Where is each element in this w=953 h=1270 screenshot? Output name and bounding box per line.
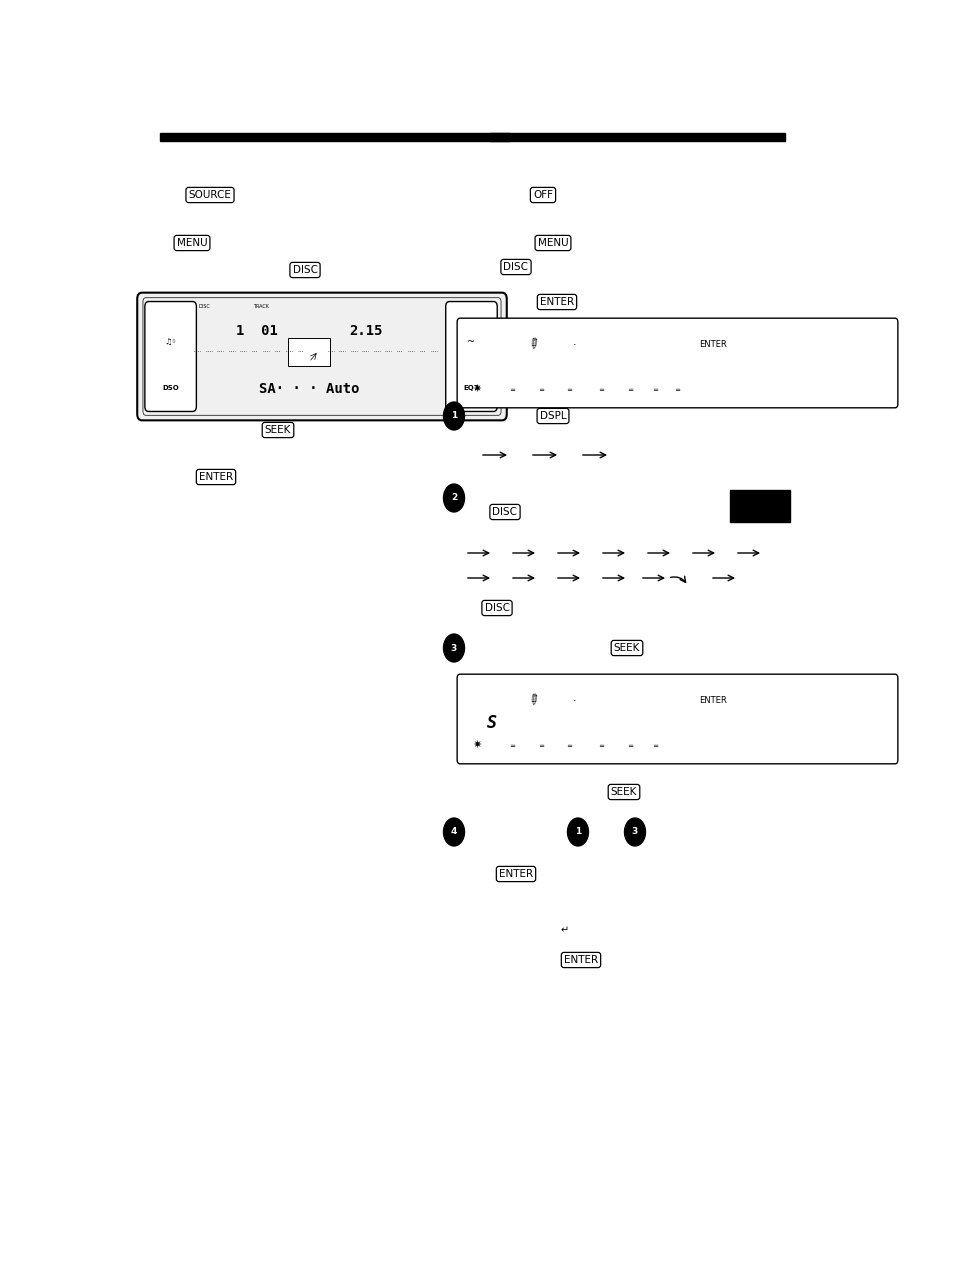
Text: OFF: OFF	[533, 190, 553, 199]
Text: MENU: MENU	[537, 237, 568, 248]
Bar	[729, 490, 789, 522]
Circle shape	[443, 818, 464, 846]
Text: 2: 2	[451, 494, 456, 503]
Text: ═: ═	[567, 386, 571, 392]
Text: SOURCE: SOURCE	[189, 190, 232, 199]
Text: ═: ═	[567, 742, 571, 748]
Text: ↵: ↵	[560, 925, 569, 935]
Text: ENTER: ENTER	[498, 869, 533, 879]
FancyBboxPatch shape	[137, 292, 506, 420]
Text: ·: ·	[572, 696, 576, 706]
Text: 1: 1	[575, 828, 580, 837]
Text: ═: ═	[598, 386, 602, 392]
Text: DISC: DISC	[198, 304, 210, 309]
Text: ═: ═	[653, 386, 657, 392]
Text: ═: ═	[627, 742, 631, 748]
Text: ✎: ✎	[522, 692, 540, 710]
Text: DSPL: DSPL	[539, 411, 566, 420]
Text: S: S	[486, 714, 496, 732]
FancyBboxPatch shape	[145, 301, 196, 411]
Text: 3: 3	[631, 828, 638, 837]
Text: ═: ═	[510, 386, 514, 392]
Text: EQ7: EQ7	[463, 385, 478, 391]
Text: 3: 3	[451, 644, 456, 653]
FancyBboxPatch shape	[445, 301, 497, 411]
Text: DSO: DSO	[162, 385, 179, 391]
Text: SA· · · Auto: SA· · · Auto	[258, 382, 359, 396]
Text: ═: ═	[538, 742, 542, 748]
Text: DISC: DISC	[503, 262, 528, 272]
Text: ✷: ✷	[472, 385, 481, 394]
Text: DISC: DISC	[293, 265, 317, 276]
Circle shape	[443, 634, 464, 662]
Text: ═: ═	[675, 386, 679, 392]
Bar	[490, 133, 784, 141]
Text: ENTER: ENTER	[699, 340, 726, 349]
Text: ✎: ✎	[522, 337, 540, 354]
Text: ~: ~	[467, 337, 475, 347]
Text: ═: ═	[653, 742, 657, 748]
Bar	[288, 338, 330, 366]
Text: ENTER: ENTER	[539, 297, 574, 307]
Text: ═: ═	[510, 742, 514, 748]
Text: DISC: DISC	[484, 603, 509, 613]
FancyBboxPatch shape	[456, 674, 897, 763]
Text: ═: ═	[627, 386, 631, 392]
Text: ♫◦: ♫◦	[164, 337, 176, 345]
Circle shape	[567, 818, 588, 846]
Text: TRACK: TRACK	[253, 304, 269, 309]
Text: SEEK: SEEK	[610, 787, 637, 798]
Text: MENU: MENU	[176, 237, 207, 248]
Text: 1: 1	[451, 411, 456, 420]
Text: DISC: DISC	[492, 507, 517, 517]
Text: ═: ═	[538, 386, 542, 392]
Text: 1  01: 1 01	[235, 324, 277, 338]
Circle shape	[443, 484, 464, 512]
Text: 2.15: 2.15	[349, 324, 382, 338]
Text: SEEK: SEEK	[265, 425, 291, 436]
Circle shape	[443, 403, 464, 431]
Text: ENTER: ENTER	[563, 955, 598, 965]
Text: ENTER: ENTER	[199, 472, 233, 483]
Text: ENTER: ENTER	[699, 696, 726, 705]
Text: ═: ═	[598, 742, 602, 748]
Circle shape	[624, 818, 645, 846]
Text: 4: 4	[451, 828, 456, 837]
Bar	[160, 133, 510, 141]
FancyBboxPatch shape	[456, 319, 897, 408]
Text: ·: ·	[572, 340, 576, 351]
Text: ✷: ✷	[472, 740, 481, 751]
Text: SEEK: SEEK	[613, 643, 639, 653]
